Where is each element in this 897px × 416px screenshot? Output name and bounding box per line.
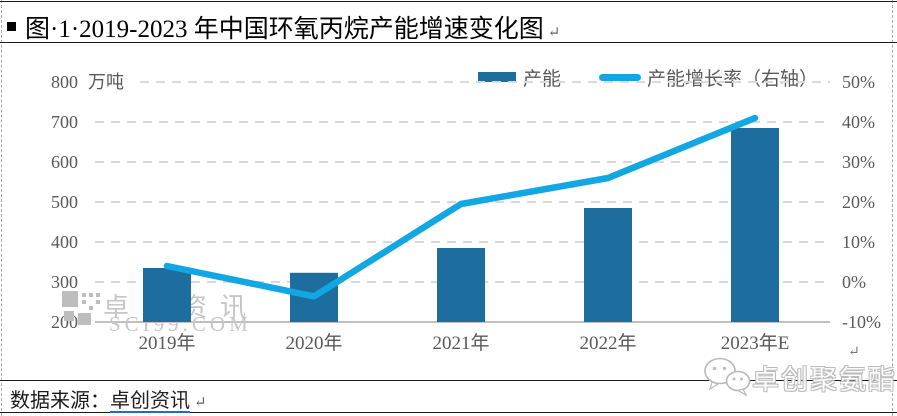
y-axis-left-tick-label: 600 <box>51 152 78 172</box>
growth-rate-line <box>163 114 759 300</box>
paragraph-mark-icon: ↵ <box>547 25 561 41</box>
data-source-line: 数据来源：卓创资讯 ↵ <box>10 384 207 413</box>
data-source-label: 数据来源： <box>10 390 110 412</box>
square-bullet-icon <box>7 22 16 31</box>
y-axis-right-tick-label: 10% <box>842 232 875 252</box>
legend-label-capacity: 产能 <box>523 68 562 90</box>
legend-bar-swatch <box>478 72 516 82</box>
paragraph-mark-icon: ↵ <box>194 395 207 411</box>
y-axis-right-tick-label: -10% <box>842 312 881 332</box>
text-boundary-left <box>1 0 2 416</box>
x-axis-category-label: 2023年E <box>721 332 790 354</box>
figure-title: 图·1·2019-2023 年中国环氧丙烷产能增速变化图 ↵ <box>7 9 560 45</box>
capacity-bar <box>143 268 191 322</box>
y-axis-left-tick-label: 800 <box>51 72 78 92</box>
capacity-bar <box>437 248 485 322</box>
y-axis-left-tick-label: 300 <box>51 272 78 292</box>
x-axis-category-label: 2020年 <box>285 332 342 354</box>
wechat-icon <box>704 357 751 397</box>
rule-top <box>0 1 897 2</box>
data-source-link[interactable]: 卓创资讯 <box>110 390 190 412</box>
y-axis-right-tick-label: 0% <box>842 272 866 292</box>
chart-legend: 产能 产能增长率（右轴） <box>478 64 818 90</box>
rule-bottom <box>0 412 897 413</box>
legend-label-growth: 产能增长率（右轴） <box>647 68 819 90</box>
rule-below-title <box>0 42 897 43</box>
x-axis-category-label: 2019年 <box>138 332 195 354</box>
legend-line-swatch <box>599 73 642 81</box>
capacity-bar <box>584 208 632 322</box>
sci99-pixel-logo-icon <box>62 291 98 327</box>
footer-watermark-text: 卓创聚氨酯 <box>752 364 897 395</box>
y-axis-right-tick-label: 30% <box>842 152 875 172</box>
rule-above-source <box>0 380 897 381</box>
y-axis-right-tick-label: 40% <box>842 112 875 132</box>
x-axis-category-label: 2022年 <box>579 332 636 354</box>
y-axis-left-tick-label: 500 <box>51 192 78 212</box>
paragraph-mark-icon: ↵ <box>848 345 860 360</box>
y-axis-unit-label: 万吨 <box>88 72 124 92</box>
capacity-bar <box>731 128 779 322</box>
y-axis-right-tick-label: 50% <box>842 72 875 92</box>
y-axis-right-tick-label: 20% <box>842 192 875 212</box>
y-axis-left-tick-label: 700 <box>51 112 78 132</box>
figure-title-text: 图·1·2019-2023 年中国环氧丙烷产能增速变化图 <box>25 16 544 43</box>
x-axis-category-label: 2021年 <box>432 332 489 354</box>
y-axis-left-tick-label: 400 <box>51 232 78 252</box>
footer-watermark: 卓创聚氨酯 <box>700 356 897 398</box>
text-boundary-right <box>892 0 893 416</box>
